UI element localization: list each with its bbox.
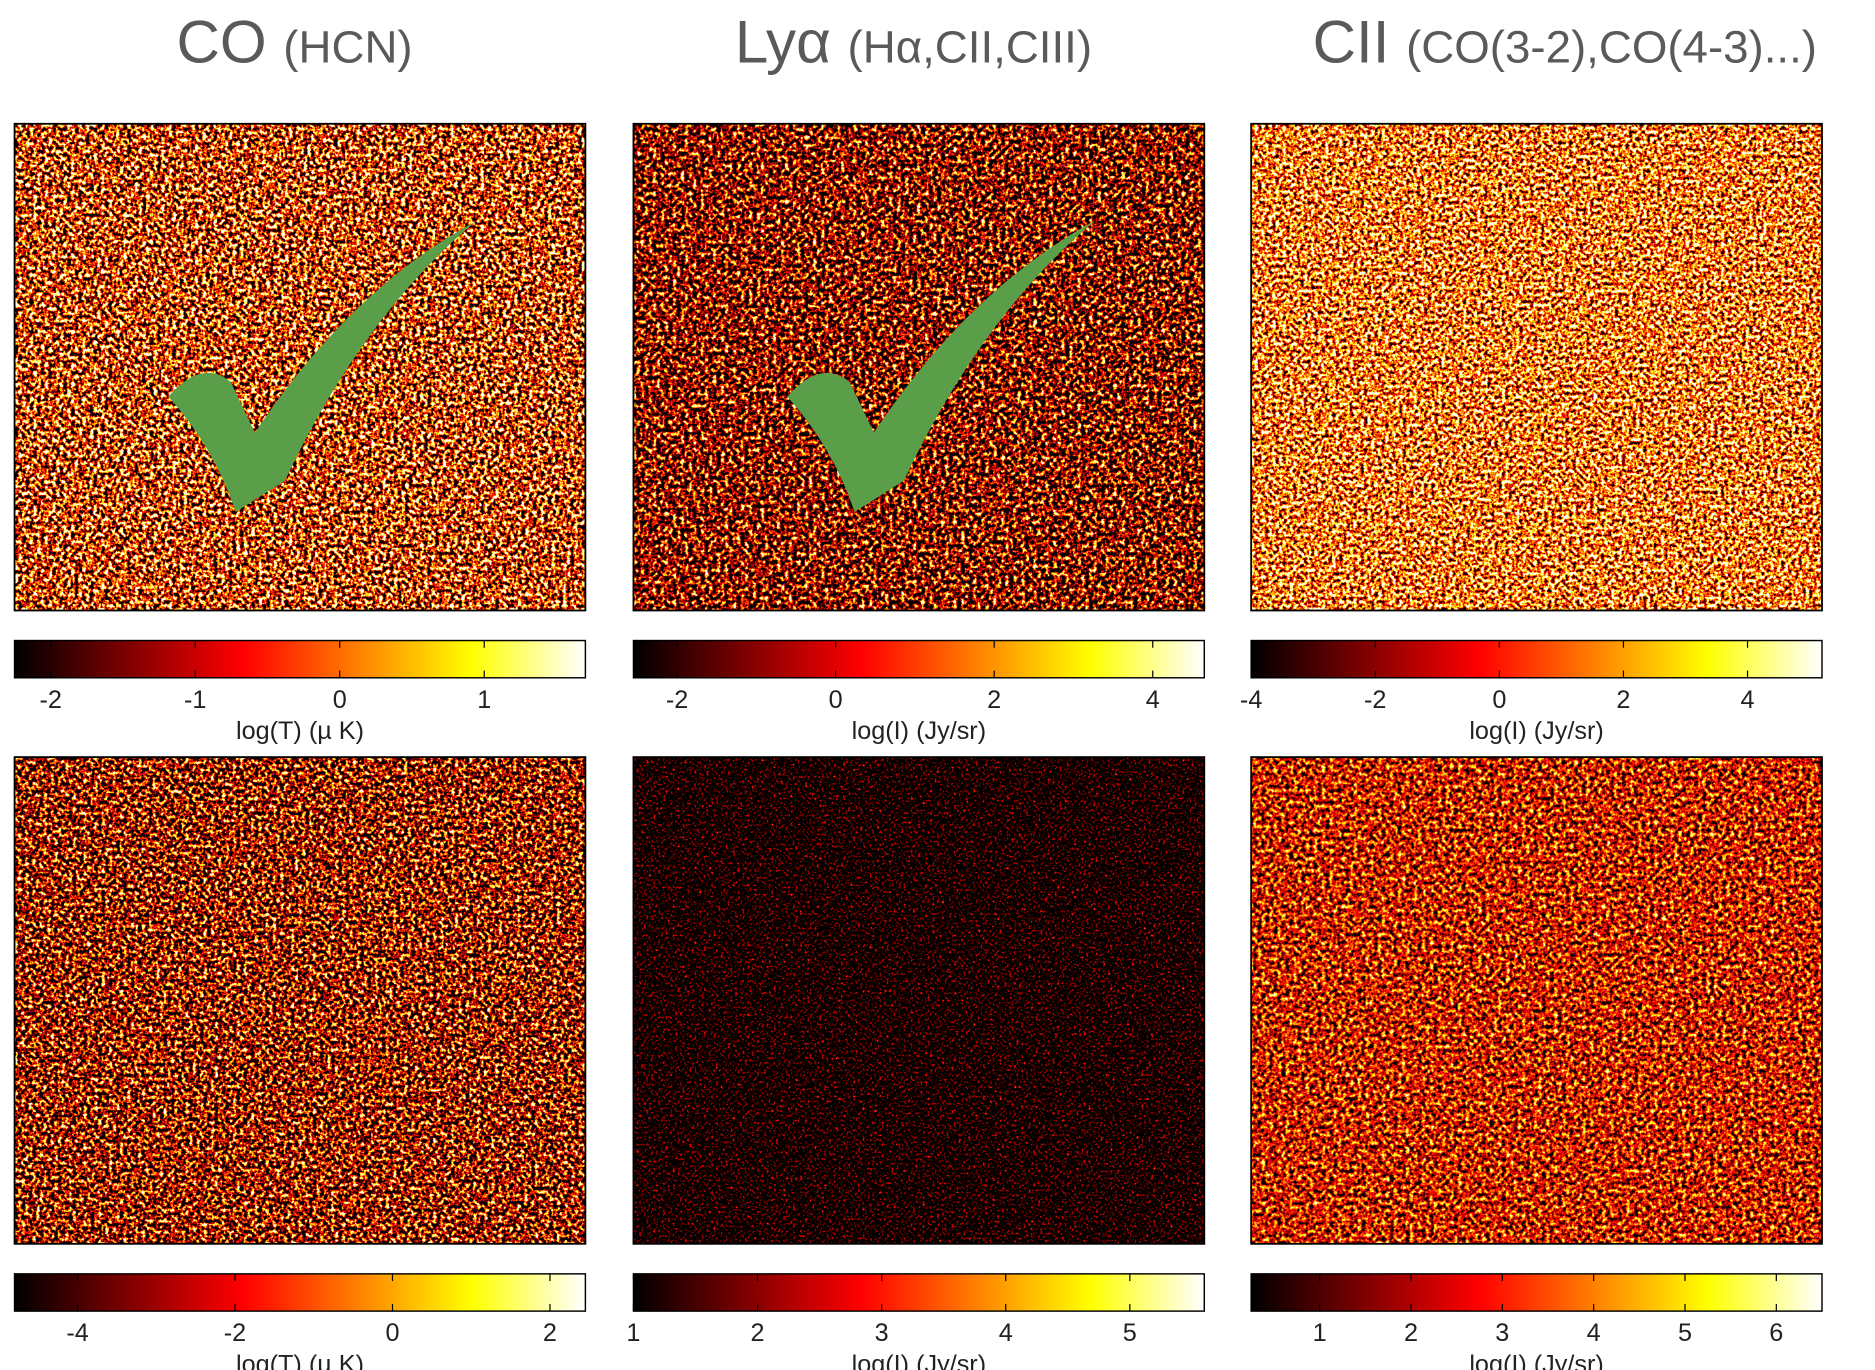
heatmap-frame bbox=[1250, 122, 1823, 612]
heatmap-frame bbox=[13, 756, 587, 1245]
column-title: CO (HCN) bbox=[176, 8, 412, 75]
heatmap bbox=[14, 123, 586, 611]
checkmark bbox=[168, 221, 477, 512]
line-name: Lyα bbox=[735, 8, 831, 75]
heatmap bbox=[1251, 757, 1822, 1244]
colorbar bbox=[1250, 1273, 1823, 1312]
colorbar-tick-label: -4 bbox=[1240, 686, 1262, 714]
interlopers: (HCN) bbox=[283, 21, 412, 72]
heatmap-frame bbox=[632, 756, 1206, 1245]
column-title: CII (CO(3-2),CO(4-3)...) bbox=[1313, 8, 1817, 75]
colorbar bbox=[13, 1273, 587, 1312]
colorbar-tick-label: 2 bbox=[1404, 1319, 1418, 1347]
panels: -2 -1 0 1 log(T) (µ K) -2 0 2 4 log(I) (Jy/sr) -4 -… bbox=[13, 122, 1823, 1370]
column-title: Lyα (Hα,CII,CIII) bbox=[735, 8, 1092, 75]
colorbar-label: log(I) (Jy/sr) bbox=[1469, 717, 1604, 745]
colorbar-tick-label: 5 bbox=[1678, 1319, 1692, 1347]
heatmap bbox=[14, 757, 586, 1244]
colorbar-tick-label: 3 bbox=[1495, 1319, 1509, 1347]
colorbar-tick-label: 0 bbox=[333, 686, 347, 714]
checkmark bbox=[787, 219, 1097, 512]
colorbar-tick-label: 3 bbox=[875, 1319, 889, 1347]
colorbar-tick-label: 0 bbox=[1492, 686, 1506, 714]
colorbar-tick-label: 2 bbox=[543, 1319, 557, 1347]
colorbar-tick-label: 4 bbox=[1587, 1319, 1601, 1347]
colorbar-tick-label: 2 bbox=[751, 1319, 765, 1347]
interlopers: (CO(3-2),CO(4-3)...) bbox=[1406, 21, 1817, 72]
colorbar-tick-label: 2 bbox=[987, 686, 1001, 714]
colorbar-tick-label: 4 bbox=[1146, 686, 1160, 714]
colorbar-label: log(I) (Jy/sr) bbox=[852, 1350, 987, 1370]
colorbar-label: log(T) (µ K) bbox=[236, 717, 364, 745]
heatmap-frame bbox=[13, 122, 587, 612]
colorbar-tick-label: -4 bbox=[66, 1319, 88, 1347]
colorbar-tick-label: 4 bbox=[999, 1319, 1013, 1347]
colorbar-tick-label: -2 bbox=[1364, 686, 1386, 714]
interlopers: (Hα,CII,CIII) bbox=[848, 21, 1093, 72]
colorbar-label: log(T) (µ K) bbox=[236, 1350, 364, 1370]
colorbar-tick-label: 1 bbox=[1313, 1319, 1327, 1347]
colorbar-tick-label: -2 bbox=[224, 1319, 246, 1347]
colorbar-tick-label: 0 bbox=[385, 1319, 399, 1347]
colorbar-tick-label: -2 bbox=[39, 686, 61, 714]
colorbar-label: log(I) (Jy/sr) bbox=[852, 717, 987, 745]
colorbar bbox=[632, 639, 1206, 679]
heatmap-frame bbox=[632, 122, 1206, 612]
colorbar-label: log(I) (Jy/sr) bbox=[1469, 1350, 1604, 1370]
colorbar bbox=[1250, 639, 1823, 679]
heatmap bbox=[1251, 123, 1822, 611]
colorbar-tick-label: 5 bbox=[1123, 1319, 1137, 1347]
heatmap-frame bbox=[1250, 756, 1823, 1245]
colorbar-tick-label: 0 bbox=[829, 686, 843, 714]
colorbar bbox=[13, 639, 587, 679]
colorbar bbox=[632, 1273, 1206, 1312]
heatmap bbox=[633, 123, 1205, 611]
colorbar-tick-label: 6 bbox=[1769, 1319, 1783, 1347]
colorbar-tick-label: 1 bbox=[477, 686, 491, 714]
colorbar-tick-label: 2 bbox=[1616, 686, 1630, 714]
line-name: CO bbox=[176, 8, 266, 75]
colorbar-tick-label: 4 bbox=[1741, 686, 1755, 714]
heatmap bbox=[633, 757, 1205, 1244]
colorbar-tick-label: -2 bbox=[666, 686, 688, 714]
colorbar-tick-label: 1 bbox=[626, 1319, 640, 1347]
line-name: CII bbox=[1313, 8, 1390, 75]
colorbar-tick-label: -1 bbox=[184, 686, 206, 714]
